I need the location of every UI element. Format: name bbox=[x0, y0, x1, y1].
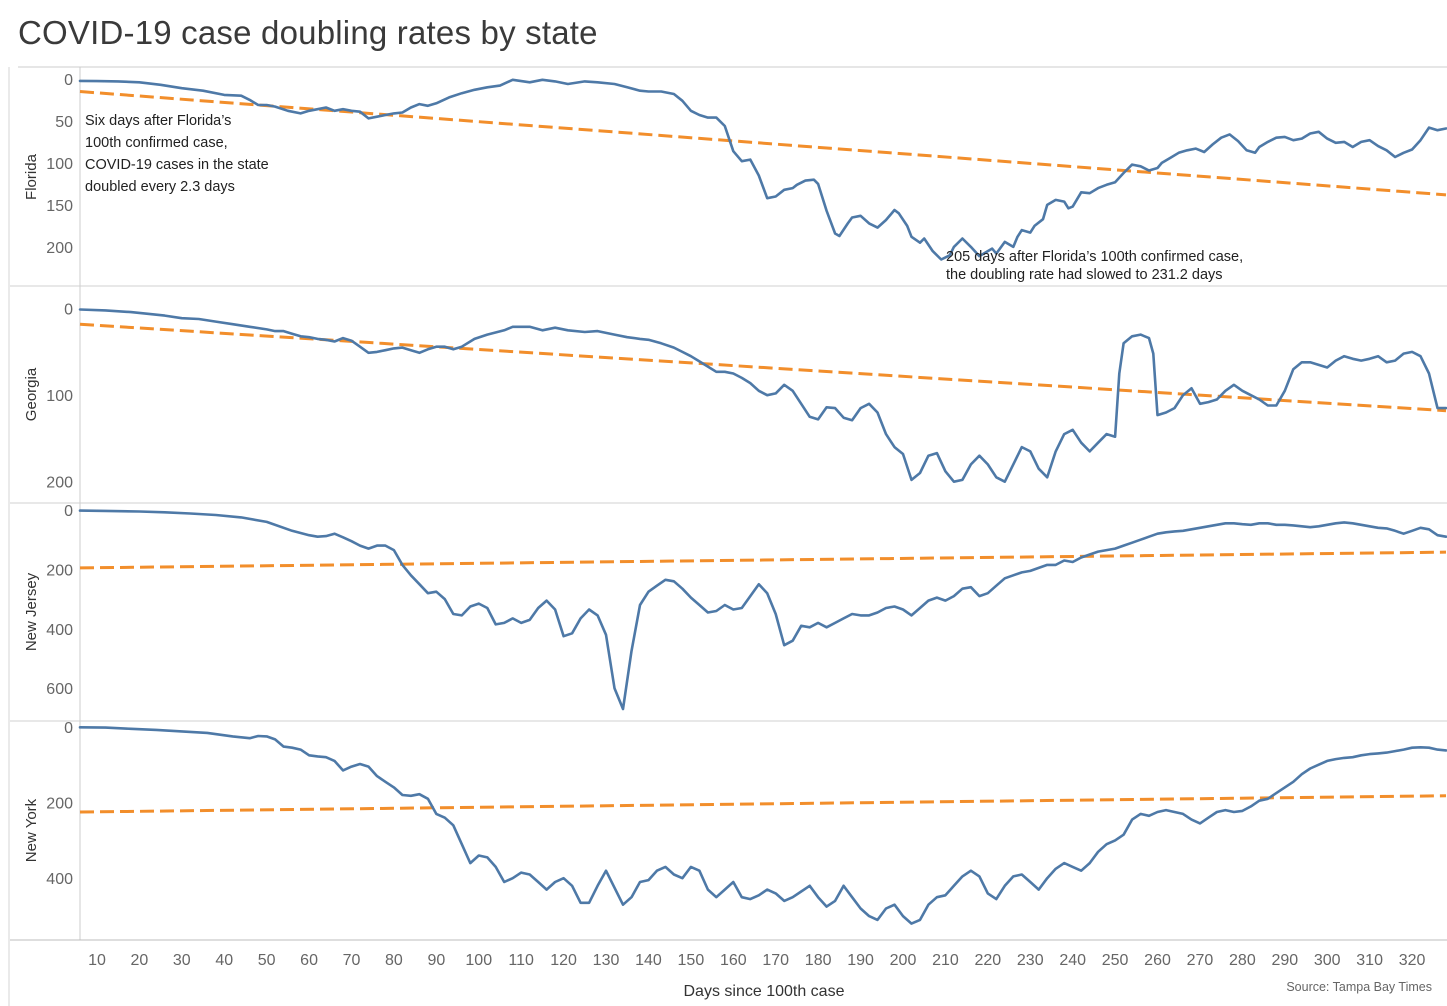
x-axis: 10 20 30 40 50 60 70 80 90 100 110 120 130 140 150 160 1… bbox=[88, 952, 1425, 969]
x-tick-label: 100 bbox=[465, 952, 492, 969]
y-tick-label: 400 bbox=[46, 871, 73, 888]
x-tick-label: 270 bbox=[1187, 952, 1214, 969]
source-note: Source: Tampa Bay Times bbox=[1286, 980, 1432, 994]
annotation-line: 205 days after Florida’s 100th confirmed… bbox=[946, 249, 1243, 265]
doubling-rate-line bbox=[78, 726, 1447, 925]
x-tick-label: 300 bbox=[1314, 952, 1341, 969]
x-tick-label: 160 bbox=[720, 952, 747, 969]
x-tick-label: 110 bbox=[508, 952, 534, 969]
chart-frame bbox=[8, 66, 1447, 1006]
doubling-rate-line bbox=[78, 509, 1447, 711]
y-tick-label: 0 bbox=[64, 503, 73, 520]
x-tick-label: 60 bbox=[300, 952, 318, 969]
x-tick-label: 280 bbox=[1229, 952, 1256, 969]
annotation-line: 100th confirmed case, bbox=[85, 135, 228, 151]
y-tick-label: 0 bbox=[64, 72, 73, 89]
annotation-line: doubled every 2.3 days bbox=[85, 179, 235, 195]
x-tick-label: 310 bbox=[1356, 952, 1383, 969]
panel-label: New Jersey bbox=[23, 572, 40, 651]
panel-label: New York bbox=[23, 798, 40, 862]
x-tick-label: 130 bbox=[593, 952, 620, 969]
y-tick-label: 50 bbox=[55, 114, 73, 131]
x-tick-label: 320 bbox=[1399, 952, 1426, 969]
x-tick-label: 170 bbox=[762, 952, 789, 969]
x-tick-label: 90 bbox=[427, 952, 445, 969]
x-tick-label: 190 bbox=[847, 952, 874, 969]
x-tick-label: 140 bbox=[635, 952, 662, 969]
doubling-rate-line bbox=[78, 308, 1447, 483]
x-tick-label: 250 bbox=[1102, 952, 1129, 969]
y-tick-label: 150 bbox=[46, 198, 73, 215]
x-axis-label: Days since 100th case bbox=[684, 983, 845, 1000]
panel-florida: Florida 0 50 100 150 200 bbox=[23, 72, 1447, 261]
x-tick-label: 30 bbox=[173, 952, 191, 969]
x-tick-label: 290 bbox=[1271, 952, 1298, 969]
x-tick-label: 180 bbox=[805, 952, 832, 969]
trend-line bbox=[79, 550, 1447, 570]
x-tick-label: 40 bbox=[215, 952, 233, 969]
x-tick-label: 200 bbox=[890, 952, 917, 969]
x-tick-label: 10 bbox=[88, 952, 106, 969]
panel-new-york: New York 0 200 400 bbox=[23, 720, 1447, 925]
chart-title: COVID-19 case doubling rates by state bbox=[18, 14, 598, 51]
annotation: 205 days after Florida’s 100th confirmed… bbox=[946, 249, 1243, 283]
y-tick-label: 600 bbox=[46, 681, 73, 698]
x-tick-label: 220 bbox=[974, 952, 1001, 969]
y-tick-label: 200 bbox=[46, 796, 73, 813]
x-tick-label: 20 bbox=[130, 952, 148, 969]
x-tick-label: 50 bbox=[258, 952, 276, 969]
y-tick-label: 100 bbox=[46, 156, 73, 173]
y-tick-label: 200 bbox=[46, 562, 73, 579]
panel-georgia: Georgia 0 100 200 bbox=[23, 302, 1447, 492]
x-tick-label: 260 bbox=[1144, 952, 1171, 969]
y-tick-label: 200 bbox=[46, 475, 73, 492]
y-tick-label: 200 bbox=[46, 240, 73, 257]
y-tick-label: 0 bbox=[64, 720, 73, 737]
y-tick-label: 0 bbox=[64, 302, 73, 319]
x-tick-label: 210 bbox=[932, 952, 959, 969]
x-tick-label: 70 bbox=[343, 952, 361, 969]
annotation-line: COVID-19 cases in the state bbox=[85, 157, 269, 173]
panel-label: Georgia bbox=[23, 367, 40, 421]
y-tick-label: 400 bbox=[46, 622, 73, 639]
x-tick-label: 150 bbox=[678, 952, 705, 969]
trend-line bbox=[79, 794, 1447, 814]
trend-line bbox=[79, 90, 1447, 197]
panel-label: Florida bbox=[23, 153, 40, 200]
y-tick-label: 100 bbox=[46, 388, 73, 405]
annotation: Six days after Florida’s 100th confirmed … bbox=[85, 113, 269, 195]
x-tick-label: 80 bbox=[385, 952, 403, 969]
x-tick-label: 240 bbox=[1059, 952, 1086, 969]
doubling-rate-line bbox=[78, 78, 1447, 261]
annotation-line: the doubling rate had slowed to 231.2 da… bbox=[946, 267, 1223, 283]
panel-new-jersey: New Jersey 0 200 400 600 bbox=[23, 503, 1447, 711]
annotation-line: Six days after Florida’s bbox=[85, 113, 231, 129]
trend-line bbox=[79, 322, 1447, 413]
x-tick-label: 120 bbox=[550, 952, 577, 969]
x-tick-label: 230 bbox=[1017, 952, 1044, 969]
